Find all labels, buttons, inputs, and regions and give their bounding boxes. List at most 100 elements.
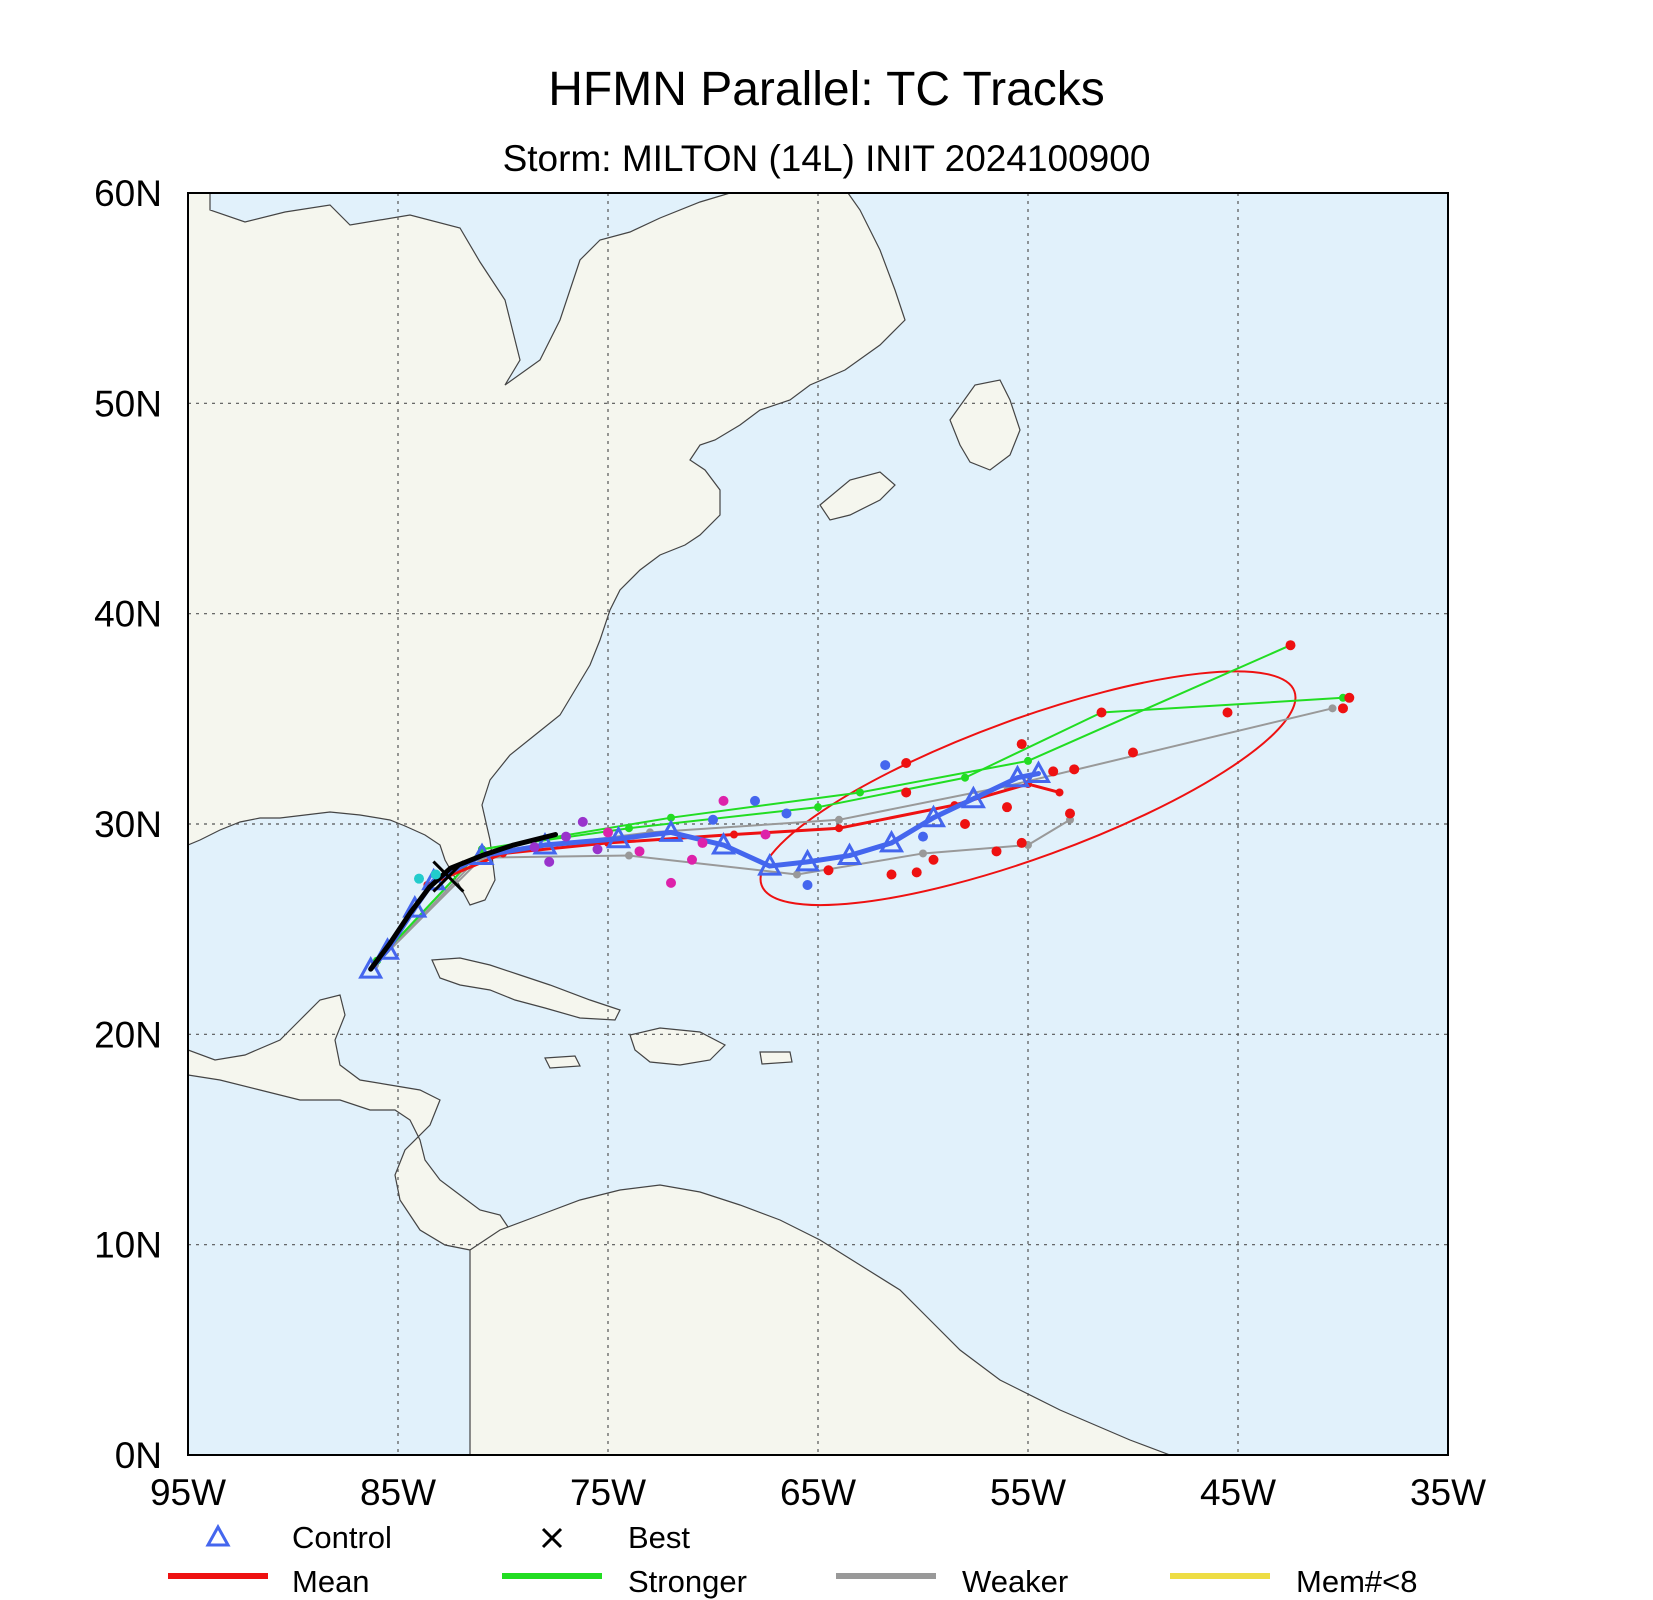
forecast-point [1344, 692, 1355, 703]
forecast-point [928, 854, 939, 865]
control-triangle-marker [1004, 764, 1031, 788]
cuba-landmass [431, 957, 621, 1021]
forecast-point [1016, 739, 1027, 750]
legend-label: Weaker [962, 1564, 1068, 1599]
control-triangle-marker [920, 804, 947, 828]
forecast-point [880, 760, 891, 771]
forecast-point [1096, 707, 1107, 718]
control-triangle-marker [960, 785, 986, 809]
forecast-point [1338, 703, 1348, 714]
track-point [667, 813, 675, 822]
plot-frame [187, 192, 1449, 1456]
control-triangle-marker [402, 895, 428, 918]
forecast-point [1048, 766, 1059, 777]
control-triangle-marker [757, 852, 783, 876]
legend-triangle-icon [205, 1523, 231, 1547]
puerto-rico-landmass [759, 1051, 793, 1065]
lat-tick-label: 20N [94, 1014, 162, 1055]
track-mean [425, 782, 1061, 887]
legend-label: Mem#<8 [1296, 1564, 1417, 1599]
control-triangle-marker [374, 937, 401, 960]
best-x-marker [432, 860, 465, 893]
forecast-point [687, 854, 697, 865]
forecast-point [901, 787, 912, 798]
jamaica-landmass [544, 1055, 581, 1069]
track-point [856, 788, 864, 797]
lat-tick-label: 50N [94, 383, 162, 424]
nova-scotia-landmass [819, 471, 896, 521]
lat-tick-label: 30N [94, 804, 162, 845]
legend-label: Best [628, 1520, 690, 1555]
lon-tick-label: 55W [990, 1472, 1066, 1513]
forecast-point [718, 795, 729, 806]
south-america-landmass [469, 1184, 1171, 1455]
forecast-point [991, 846, 1002, 857]
north-america-landmass [188, 193, 906, 906]
forecast-point [529, 842, 540, 853]
control-triangle-marker [658, 819, 684, 842]
control-triangle-marker [878, 829, 905, 853]
forecast-point [802, 879, 813, 890]
track-point [1055, 788, 1064, 797]
forecast-point [1069, 764, 1080, 775]
control-triangle-marker [836, 842, 863, 866]
track-point [793, 870, 801, 879]
forecast-point [1222, 707, 1233, 718]
legend-x-icon [541, 1527, 563, 1549]
map-grid [188, 193, 1448, 1455]
track-point [919, 849, 927, 858]
forecast-point [1065, 808, 1075, 819]
lon-tick-label: 65W [780, 1472, 856, 1513]
forecast-point [430, 869, 441, 880]
forecast-point [697, 837, 708, 848]
lon-tick-label: 95W [150, 1472, 226, 1513]
forecast-point [750, 795, 760, 806]
lon-tick-label: 75W [570, 1472, 646, 1513]
track-stronger [376, 644, 1292, 962]
forecast-point [634, 846, 645, 857]
central-america-landmass [188, 994, 511, 1251]
track-point [625, 824, 633, 833]
track-best [368, 832, 558, 972]
mean-uncertainty-ellipse [759, 670, 1297, 907]
lon-tick-label: 45W [1200, 1472, 1276, 1513]
chart-title: HFMN Parallel: TC Tracks [548, 63, 1105, 116]
lat-tick-label: 0N [115, 1435, 162, 1476]
land-layer [188, 193, 1171, 1455]
forecast-point [544, 856, 555, 867]
lat-tick-label: 10N [94, 1225, 162, 1266]
forecast-point [414, 873, 424, 884]
lon-tick-label: 35W [1410, 1472, 1486, 1513]
forecast-point [1016, 837, 1027, 848]
forecast-point [911, 867, 922, 878]
forecast-point [760, 829, 771, 840]
track-point [835, 815, 843, 824]
track-point [730, 830, 738, 839]
forecast-point [708, 814, 718, 825]
track-point [625, 851, 633, 860]
forecast-point [666, 877, 676, 888]
forecast-point [960, 819, 970, 829]
track-point [835, 824, 843, 833]
newfoundland-landmass [949, 379, 1021, 471]
control-triangle-marker [532, 831, 558, 855]
lat-tick-label: 40N [94, 594, 162, 635]
legend-label: Stronger [628, 1564, 747, 1599]
track-point [1328, 704, 1337, 713]
forecast-point [886, 869, 897, 880]
forecast-point [577, 816, 588, 827]
track-point [961, 773, 969, 782]
lon-tick-label: 85W [360, 1472, 436, 1513]
track-point [814, 803, 822, 812]
control-triangle-marker [1025, 760, 1052, 784]
control-triangle-marker [605, 825, 632, 849]
lat-tick-label: 60N [94, 173, 162, 214]
legend: Control Best Mean Stronger Weaker Mem#<8 [168, 1520, 1417, 1599]
forecast-point [1128, 747, 1138, 758]
forecast-point [592, 844, 603, 855]
hispaniola-landmass [629, 1027, 727, 1066]
forecast-point [901, 758, 912, 769]
forecast-point [781, 808, 792, 819]
